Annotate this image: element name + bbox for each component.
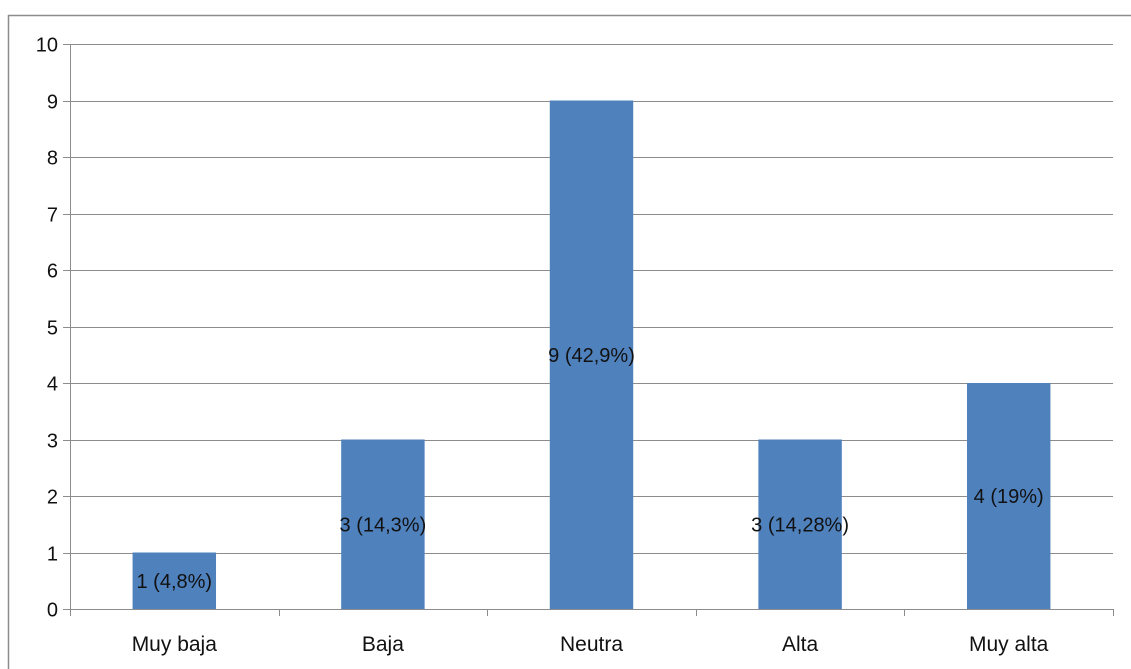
y-tick-label: 4 <box>47 374 58 396</box>
y-tick-label: 9 <box>47 92 58 114</box>
data-label: 3 (14,28%) <box>751 514 849 536</box>
labels: 0 1 2 3 4 5 6 7 8 9 10 Muy baja Baja Neutra Alta Muy al… <box>36 35 1049 657</box>
x-tick-label: Muy baja <box>132 633 218 656</box>
x-tick-label: Alta <box>782 633 819 656</box>
data-label: 1 (4,8%) <box>137 571 213 593</box>
y-tick-label: 8 <box>47 148 58 170</box>
y-tick-label: 5 <box>47 318 58 340</box>
chart-border <box>7 14 1131 669</box>
bar-muy-alta <box>966 383 1051 609</box>
x-tick-label: Neutra <box>560 633 623 656</box>
y-tick-label: 10 <box>36 35 58 57</box>
bar-muy-baja <box>132 552 217 609</box>
bar-neutra <box>549 100 634 609</box>
data-label: 9 (42,9%) <box>548 345 635 367</box>
y-tick-label: 6 <box>47 261 58 283</box>
x-tick-label: Baja <box>362 633 404 656</box>
y-tick-label: 0 <box>47 600 58 622</box>
y-tick-label: 2 <box>47 487 58 509</box>
y-tick-label: 7 <box>47 205 58 227</box>
x-tick-label: Muy alta <box>969 633 1049 656</box>
bar-baja <box>341 439 425 609</box>
y-tick-label: 3 <box>47 431 58 453</box>
data-label: 4 (19%) <box>974 486 1044 508</box>
y-tick-label: 1 <box>47 544 58 566</box>
axes <box>63 44 1114 616</box>
bar-alta <box>758 439 842 609</box>
bars <box>132 100 1051 609</box>
data-label: 3 (14,3%) <box>340 514 427 536</box>
